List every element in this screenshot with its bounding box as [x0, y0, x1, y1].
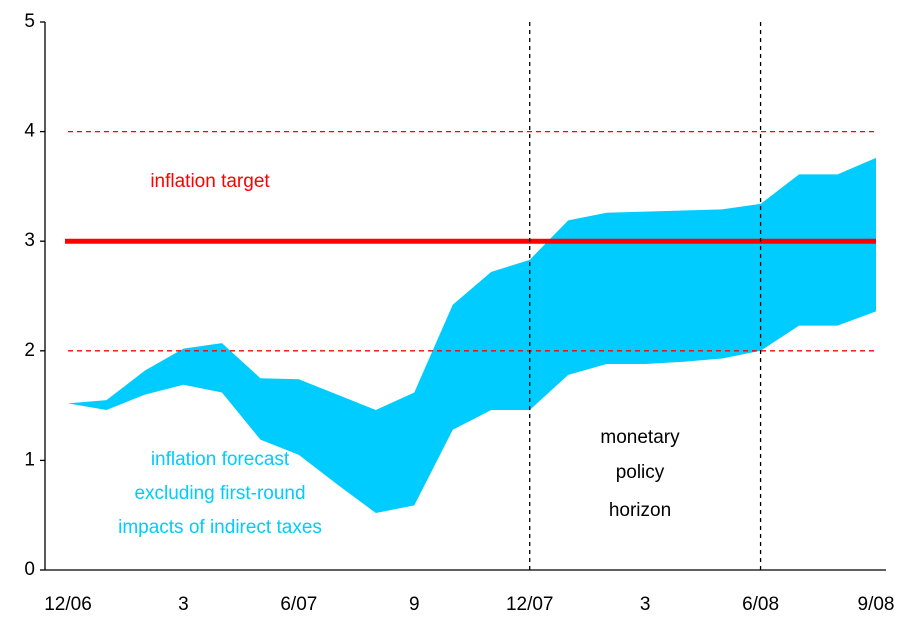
x-tick-label: 3 [640, 594, 651, 615]
forecast-band [68, 157, 876, 514]
horizon-label: policy [616, 462, 665, 483]
horizon-label: monetary [600, 427, 680, 448]
x-tick-label: 12/06 [44, 594, 92, 615]
x-tick-label: 3 [178, 594, 189, 615]
y-tick-label: 0 [24, 559, 35, 580]
x-tick-label: 6/07 [280, 594, 317, 615]
horizon-label: horizon [609, 500, 671, 521]
x-tick-label: 6/08 [742, 594, 779, 615]
y-tick-label: 2 [24, 340, 35, 361]
x-tick-label: 9/08 [858, 594, 895, 615]
band-label: excluding first-round [134, 483, 305, 504]
band-label: inflation forecast [151, 449, 290, 470]
y-tick-label: 4 [24, 121, 35, 142]
target-label: inflation target [150, 171, 270, 192]
x-tick-label: 12/07 [506, 594, 554, 615]
y-tick-label: 1 [24, 449, 35, 470]
y-tick-label: 3 [24, 230, 35, 251]
band-label: impacts of indirect taxes [118, 517, 322, 538]
y-tick-label: 5 [24, 11, 35, 32]
x-tick-label: 9 [409, 594, 420, 615]
